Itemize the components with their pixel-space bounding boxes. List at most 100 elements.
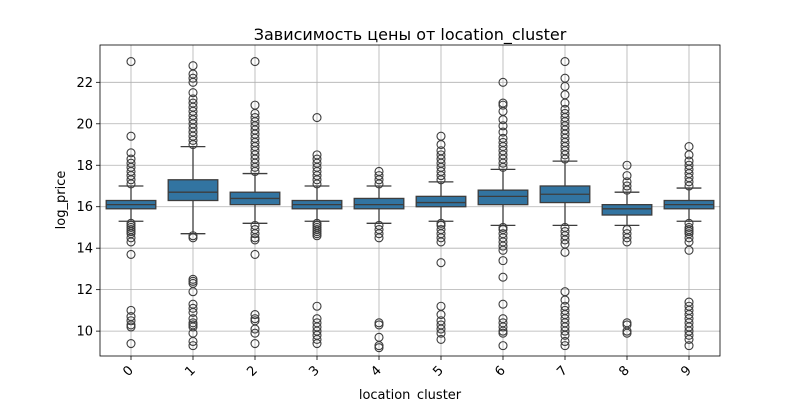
y-axis-label: log_price xyxy=(54,171,69,230)
outlier-point xyxy=(498,241,508,251)
outlier-point xyxy=(498,341,508,351)
outlier-point xyxy=(126,154,136,164)
outlier-point xyxy=(560,341,570,351)
outlier-point xyxy=(436,233,446,243)
outlier-point xyxy=(498,272,508,282)
y-tick-label: 22 xyxy=(76,76,93,91)
outlier-point xyxy=(126,57,136,67)
outlier-point xyxy=(622,237,632,247)
box-iqr xyxy=(601,203,653,216)
outlier-point xyxy=(126,158,136,168)
outlier-point xyxy=(684,233,694,243)
chart-title: Зависимость цены от location_cluster xyxy=(254,25,567,45)
outlier-point xyxy=(436,131,446,141)
outlier-point xyxy=(498,133,508,143)
outlier-point xyxy=(188,233,198,243)
outlier-point xyxy=(684,156,694,166)
outlier-point xyxy=(498,121,508,131)
outlier-point xyxy=(436,146,446,156)
plot-frame xyxy=(99,44,721,357)
outlier-point xyxy=(436,309,446,320)
outlier-point xyxy=(374,171,384,181)
box-group-5 xyxy=(415,131,467,344)
outlier-point xyxy=(684,160,694,170)
outlier-point xyxy=(250,57,260,67)
y-tick-label: 10 xyxy=(76,325,93,340)
outlier-point xyxy=(560,330,570,340)
outlier-point xyxy=(312,150,322,160)
box-group-1 xyxy=(167,61,219,351)
outlier-point xyxy=(498,137,508,147)
outlier-point xyxy=(560,73,570,83)
outlier-point xyxy=(188,88,198,98)
y-axis-ticks: 10 12 14 16 18 20 22 xyxy=(76,76,100,340)
outlier-point xyxy=(622,177,632,187)
outlier-point xyxy=(250,249,260,259)
outlier-point xyxy=(312,334,322,344)
outlier-point xyxy=(312,301,322,311)
box-iqr xyxy=(167,179,219,202)
outlier-point xyxy=(498,98,508,108)
outlier-point xyxy=(188,336,198,347)
y-tick-label: 14 xyxy=(76,242,93,257)
outlier-point xyxy=(560,247,570,257)
outlier-point xyxy=(374,229,384,239)
outlier-point xyxy=(188,94,198,104)
outlier-point xyxy=(126,131,136,141)
outlier-point xyxy=(498,299,508,309)
outlier-point xyxy=(250,339,260,349)
outlier-point xyxy=(684,334,694,344)
y-tick-label: 12 xyxy=(76,283,93,298)
outlier-point xyxy=(312,339,322,349)
outlier-point xyxy=(498,328,508,338)
outlier-point xyxy=(188,303,198,313)
outlier-point xyxy=(560,104,570,114)
box-group-2 xyxy=(229,57,281,349)
outlier-point xyxy=(622,171,632,181)
outlier-point xyxy=(188,341,198,351)
outlier-point xyxy=(684,245,694,255)
outlier-point xyxy=(374,233,384,243)
box-group-0 xyxy=(105,57,157,349)
outlier-point xyxy=(126,233,136,243)
outlier-point xyxy=(560,336,570,347)
x-axis-label: location_cluster xyxy=(359,388,462,400)
outlier-point xyxy=(436,324,446,334)
outlier-point xyxy=(498,322,508,332)
outlier-point xyxy=(684,341,694,351)
outlier-point xyxy=(560,235,570,245)
outlier-point xyxy=(126,237,136,247)
outlier-point xyxy=(126,305,136,315)
outlier-point xyxy=(560,295,570,305)
box-iqr xyxy=(415,195,467,208)
outlier-point xyxy=(126,148,136,158)
box-group-4 xyxy=(353,166,405,353)
outlier-point xyxy=(312,154,322,164)
y-tick-label: 16 xyxy=(76,200,93,215)
outlier-point xyxy=(560,57,570,67)
outlier-point xyxy=(188,98,198,108)
box-group-7 xyxy=(539,57,591,351)
box-iqr xyxy=(477,189,529,206)
box-group-8 xyxy=(601,160,653,338)
outlier-point xyxy=(126,339,136,349)
box-group-6 xyxy=(477,77,529,351)
outlier-point xyxy=(126,322,136,332)
outlier-point xyxy=(188,287,198,297)
outlier-point xyxy=(374,343,384,353)
y-tick-label: 18 xyxy=(76,159,93,174)
outlier-point xyxy=(126,316,136,326)
outlier-point xyxy=(622,328,632,338)
outlier-point xyxy=(560,108,570,118)
outlier-point xyxy=(250,229,260,239)
outlier-point xyxy=(188,322,198,332)
outlier-point xyxy=(250,235,260,245)
outlier-point xyxy=(684,142,694,152)
outlier-point xyxy=(436,328,446,338)
outlier-point xyxy=(622,181,632,191)
outlier-point xyxy=(188,73,198,83)
outlier-point xyxy=(312,231,322,241)
outlier-point xyxy=(250,309,260,320)
